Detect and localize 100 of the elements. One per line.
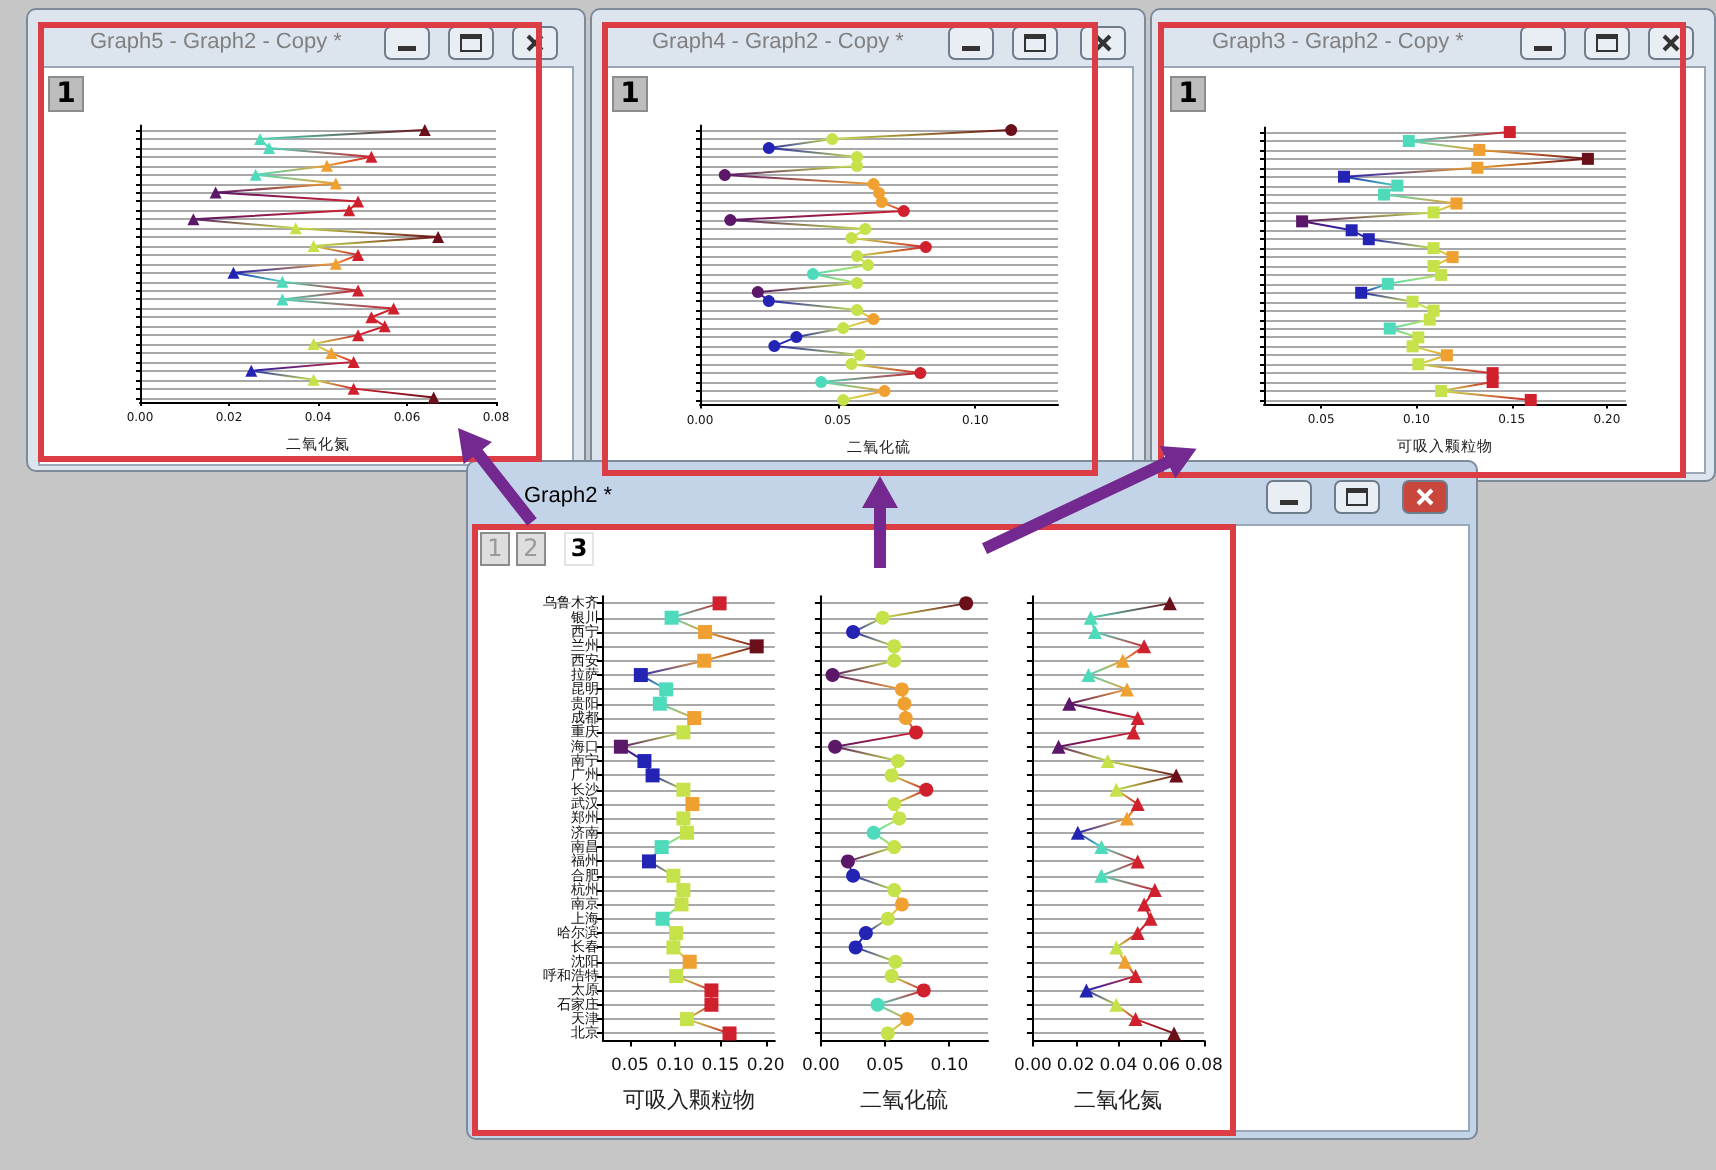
point <box>722 1026 737 1041</box>
point <box>894 682 909 697</box>
point <box>249 168 262 181</box>
point <box>633 668 648 683</box>
point <box>418 124 431 137</box>
point <box>1362 233 1375 246</box>
point <box>1503 126 1516 139</box>
point <box>1169 768 1184 783</box>
point <box>320 159 333 172</box>
point <box>655 911 670 926</box>
point <box>669 969 684 984</box>
x-tick-label: 0.00 <box>801 1055 840 1076</box>
point <box>909 725 924 740</box>
x-tick-label: 0.08 <box>1185 1055 1223 1076</box>
point <box>1081 668 1096 683</box>
point <box>1435 268 1448 281</box>
point <box>697 653 712 668</box>
point <box>1070 825 1085 840</box>
point <box>666 868 681 883</box>
point <box>815 376 828 389</box>
point <box>641 854 656 869</box>
point <box>878 385 891 398</box>
point <box>1423 313 1436 326</box>
point <box>1128 969 1143 984</box>
point <box>1117 954 1132 969</box>
point <box>1406 340 1419 353</box>
point <box>840 854 855 869</box>
point <box>343 204 356 217</box>
point <box>887 840 902 855</box>
point <box>365 311 378 324</box>
point <box>669 926 684 941</box>
point <box>1137 639 1152 654</box>
point <box>959 596 974 611</box>
point <box>848 940 863 955</box>
point <box>858 926 873 941</box>
point <box>875 196 888 209</box>
point <box>1094 840 1109 855</box>
point <box>1391 179 1404 192</box>
point <box>867 178 880 191</box>
point <box>1143 911 1158 926</box>
point <box>837 322 850 335</box>
point <box>1137 897 1152 912</box>
point <box>1446 251 1459 264</box>
point <box>676 811 691 826</box>
x-tick-label: 0.04 <box>1099 1055 1138 1076</box>
point <box>347 382 360 395</box>
point <box>685 797 700 812</box>
point <box>897 696 912 711</box>
x-tick-label: 0.20 <box>746 1055 785 1076</box>
point <box>751 286 764 299</box>
point <box>826 133 839 146</box>
point <box>209 186 222 199</box>
layer-button: 3 <box>564 532 594 566</box>
point <box>307 239 320 252</box>
point <box>749 639 764 654</box>
point <box>850 304 863 317</box>
point <box>866 825 881 840</box>
point <box>919 782 934 797</box>
point <box>825 668 840 683</box>
point <box>1338 170 1351 183</box>
point <box>679 1012 694 1027</box>
point <box>1427 242 1440 255</box>
point <box>645 768 660 783</box>
point <box>637 754 652 769</box>
point <box>891 754 906 769</box>
x-tick-label: 0.02 <box>1056 1055 1095 1076</box>
point <box>884 768 899 783</box>
x-tick-label: 0.15 <box>701 1055 740 1076</box>
x-tick-label: 0.00 <box>1013 1055 1052 1076</box>
point <box>712 596 727 611</box>
point <box>676 883 691 898</box>
point <box>1427 206 1440 219</box>
point <box>187 213 200 226</box>
point <box>704 997 719 1012</box>
point <box>1109 782 1124 797</box>
point <box>724 214 737 227</box>
layer-button: 1 <box>48 76 84 112</box>
point <box>307 338 320 351</box>
point <box>1440 349 1453 362</box>
point <box>894 897 909 912</box>
point <box>1471 161 1484 174</box>
point <box>276 275 289 288</box>
point <box>875 610 890 625</box>
x-tick-label: 0.05 <box>866 1055 905 1076</box>
x-tick-label: 0.10 <box>930 1055 969 1076</box>
point <box>378 320 391 333</box>
point <box>850 250 863 263</box>
point <box>613 739 628 754</box>
point <box>845 358 858 371</box>
point <box>1402 134 1415 147</box>
point <box>1005 124 1018 137</box>
point <box>887 797 902 812</box>
point <box>654 840 669 855</box>
point <box>245 364 258 377</box>
point <box>666 940 681 955</box>
point <box>704 983 719 998</box>
point <box>1079 983 1094 998</box>
point <box>1383 322 1396 335</box>
point <box>254 132 267 145</box>
chart-title: Graph3 - Graph2 - Copy * <box>1212 28 1464 58</box>
